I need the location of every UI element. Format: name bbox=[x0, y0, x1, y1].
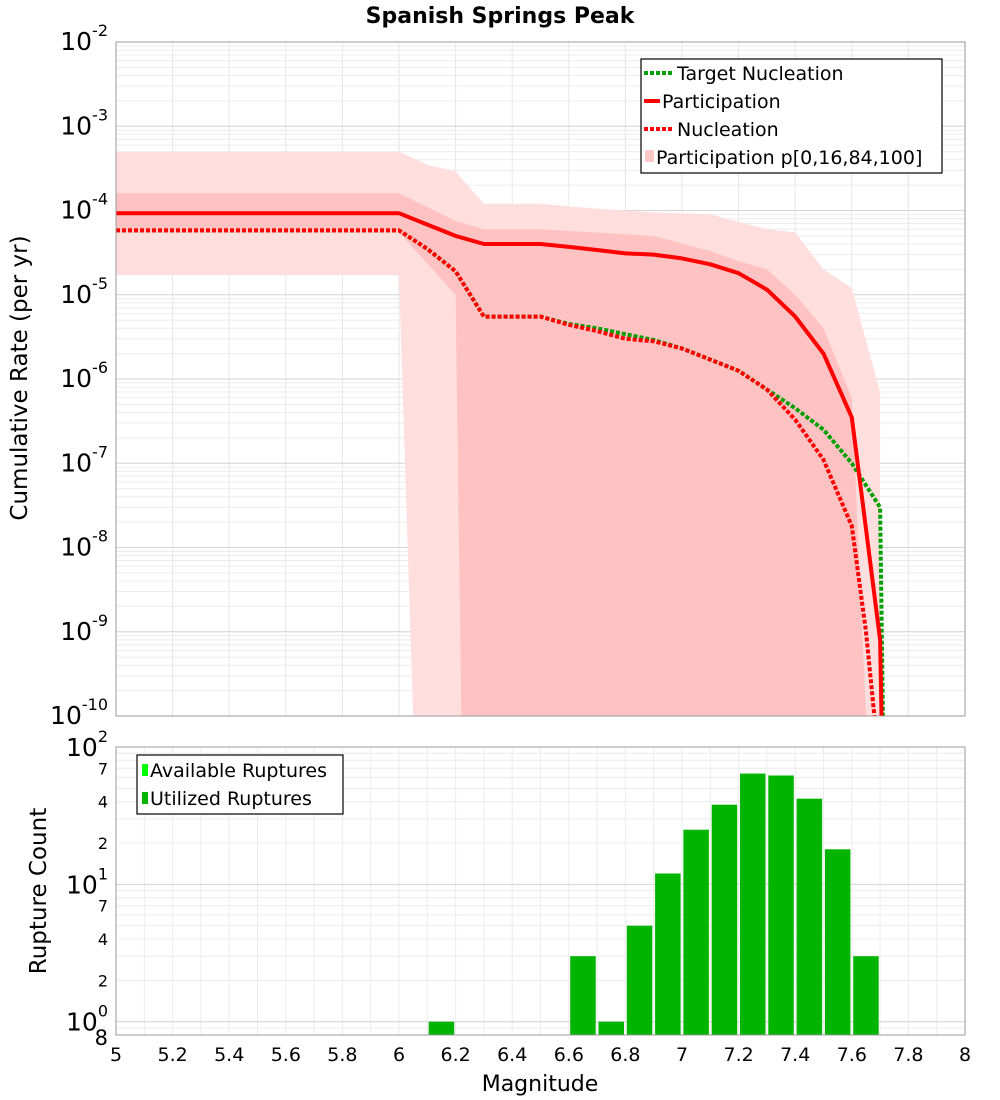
x-tick-label: 6.4 bbox=[497, 1044, 527, 1066]
x-tick-label: 6.6 bbox=[554, 1044, 584, 1066]
y-tick-label: 10-5 bbox=[60, 274, 108, 309]
legend-utilized-label: Utilized Ruptures bbox=[150, 788, 312, 810]
x-tick-label: 5.2 bbox=[157, 1044, 187, 1066]
x-tick-label: 7.2 bbox=[723, 1044, 753, 1066]
y-tick-label: 8 bbox=[95, 1026, 108, 1050]
bar bbox=[570, 956, 596, 1035]
x-tick-label: 5.6 bbox=[271, 1044, 301, 1066]
chart-title: Spanish Springs Peak bbox=[366, 4, 636, 29]
y-tick-label: 4 bbox=[98, 930, 108, 949]
x-tick-label: 7.8 bbox=[893, 1044, 923, 1066]
count-legend: Available Ruptures Utilized Ruptures bbox=[136, 754, 344, 815]
count-plot-frame bbox=[115, 746, 966, 1036]
rate-plot-frame bbox=[115, 41, 966, 717]
x-tick-label: 7.6 bbox=[837, 1044, 867, 1066]
x-tick-label: 8 bbox=[959, 1044, 971, 1066]
y-tick-label: 10-2 bbox=[60, 21, 108, 56]
count-grid bbox=[115, 747, 966, 1036]
rate-legend: Target Nucleation Participation Nucleati… bbox=[640, 58, 943, 174]
series-line-nucleation bbox=[116, 228, 877, 717]
legend-target-nucleation-label: Target Nucleation bbox=[676, 63, 844, 85]
y-tick-label: 7 bbox=[98, 897, 108, 916]
band-inner bbox=[116, 193, 866, 717]
rate-bands bbox=[116, 151, 881, 717]
rate-panel: 10-10 10-9 10-8 10-7 10-6 10-5 10-4 10-3 10-2 Cu… bbox=[7, 21, 966, 730]
count-y-axis-label: Rupture Count bbox=[26, 808, 52, 974]
bar bbox=[428, 1021, 455, 1035]
y-tick-label: 10-6 bbox=[60, 358, 108, 393]
x-tick-label: 6.8 bbox=[610, 1044, 640, 1066]
count-x-ticks: 5 5.2 5.4 5.6 5.8 6 6.2 6.4 6.6 6.8 7 7.2 7.4 7.6 7.8 8 bbox=[110, 1044, 971, 1066]
y-tick-label: 2 bbox=[98, 834, 108, 853]
legend-utilized-swatch bbox=[142, 792, 148, 804]
x-tick-label: 6 bbox=[393, 1044, 405, 1066]
bar bbox=[768, 775, 794, 1035]
legend-available-label: Available Ruptures bbox=[150, 760, 327, 782]
x-tick-label: 5.4 bbox=[214, 1044, 244, 1066]
y-tick-label: 2 bbox=[98, 971, 108, 990]
y-tick-label: 100 bbox=[66, 1002, 108, 1037]
x-tick-label: 6.2 bbox=[440, 1044, 470, 1066]
y-tick-label: 10-4 bbox=[60, 190, 108, 225]
count-bars bbox=[428, 773, 879, 1035]
bar bbox=[655, 873, 681, 1035]
legend-participation-band-label: Participation p[0,16,84,100] bbox=[656, 147, 922, 169]
legend-participation-label: Participation bbox=[662, 91, 781, 113]
legend-participation-band-swatch bbox=[645, 150, 654, 162]
count-legend-box bbox=[136, 754, 344, 815]
bar bbox=[796, 798, 823, 1035]
x-axis-label: Magnitude bbox=[482, 1072, 599, 1097]
x-tick-label: 5 bbox=[110, 1044, 122, 1066]
y-tick-label: 10-9 bbox=[60, 611, 108, 646]
bar bbox=[683, 829, 709, 1035]
bar bbox=[853, 956, 879, 1035]
bar bbox=[740, 773, 766, 1035]
series-line-participation bbox=[116, 211, 884, 717]
legend-available-swatch bbox=[142, 764, 148, 776]
rate-lines bbox=[116, 211, 885, 717]
y-tick-label: 4 bbox=[98, 793, 108, 812]
bar bbox=[598, 1021, 624, 1035]
rate-legend-box bbox=[640, 58, 943, 174]
y-tick-label: 10-10 bbox=[50, 695, 108, 730]
x-tick-label: 7.4 bbox=[780, 1044, 810, 1066]
y-tick-label: 10-7 bbox=[60, 442, 108, 477]
y-tick-label: 7 bbox=[98, 759, 108, 778]
y-tick-label: 102 bbox=[66, 727, 108, 762]
x-tick-label: 7 bbox=[676, 1044, 688, 1066]
y-tick-label: 10-8 bbox=[60, 527, 108, 562]
rate-y-axis-label: Cumulative Rate (per yr) bbox=[7, 235, 33, 520]
bar bbox=[711, 804, 738, 1035]
bar bbox=[626, 925, 653, 1035]
y-tick-label: 101 bbox=[66, 864, 108, 899]
rate-y-ticks: 10-10 10-9 10-8 10-7 10-6 10-5 10-4 10-3 10-2 bbox=[50, 21, 108, 730]
y-tick-label: 10-3 bbox=[60, 105, 108, 140]
legend-nucleation-label: Nucleation bbox=[677, 119, 779, 141]
x-tick-label: 5.8 bbox=[327, 1044, 357, 1066]
bar bbox=[824, 849, 851, 1035]
